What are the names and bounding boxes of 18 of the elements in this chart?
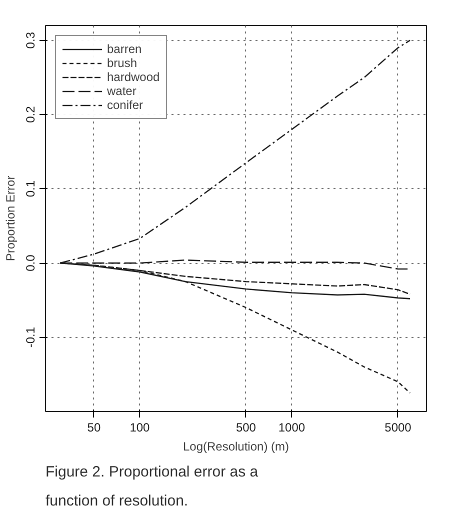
y-tick-label: 0.2 [24,106,38,123]
y-axis-title: Proportion Error [4,176,18,262]
x-axis-title: Log(Resolution) (m) [182,440,290,454]
x-tick-label: 500 [236,420,256,434]
x-tick-label: 50 [87,420,101,434]
caption: Figure 2. Proportional error as a function of resolution. [46,464,259,510]
x-tick-label: 5000 [384,420,412,434]
y-tick-label: 0.0 [24,254,38,272]
y-tick-label: -0.1 [24,326,38,348]
legend-label: barren [107,42,142,56]
y-tick-label: 0.3 [24,32,38,49]
legend-label: hardwood [107,70,160,84]
y-tick-label: 0.1 [24,180,38,198]
legend-label: conifer [107,98,144,112]
x-tick-label: 100 [130,420,150,434]
legend-label: water [107,84,136,98]
legend-label: brush [107,56,138,70]
x-tick-label: 1000 [278,420,306,434]
